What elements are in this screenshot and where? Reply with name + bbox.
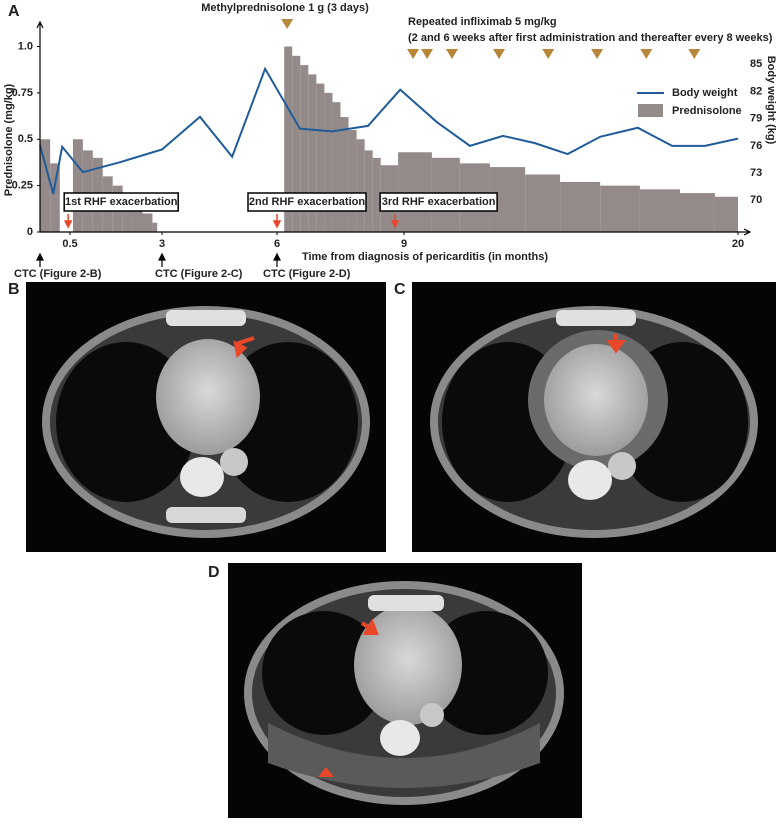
y2-axis-title: Body weight (kg) <box>765 56 777 145</box>
bar <box>300 65 309 232</box>
panel-label: D <box>208 564 220 581</box>
dose-marker <box>542 49 555 59</box>
y-tick-label: 0.25 <box>12 180 33 192</box>
ct-image <box>412 282 776 552</box>
x-tick-label: 0.5 <box>62 238 77 250</box>
bar <box>560 181 601 232</box>
bar <box>284 46 293 232</box>
bar <box>356 139 365 232</box>
bar <box>340 117 349 232</box>
panel-label: B <box>8 281 20 298</box>
legend-label: Prednisolone <box>672 105 742 117</box>
legend-swatch <box>638 104 663 117</box>
y-axis <box>36 20 44 232</box>
bar <box>82 150 93 232</box>
ct-image <box>26 282 386 552</box>
exacerbation-arrow <box>390 214 400 229</box>
annotation: Repeated infliximab 5 mg/kg <box>408 16 557 28</box>
bar <box>639 189 681 232</box>
ct-image <box>228 563 582 818</box>
bar <box>714 196 738 232</box>
y2-tick-label: 85 <box>750 58 762 70</box>
ctc-arrow <box>158 252 166 267</box>
exacerbation-arrow <box>272 214 282 229</box>
x-tick-label: 20 <box>732 238 744 250</box>
dose-marker <box>407 49 420 59</box>
dose-marker <box>493 49 506 59</box>
x-tick-label: 9 <box>401 238 407 250</box>
dose-marker <box>421 49 434 59</box>
y2-tick-label: 79 <box>750 113 762 125</box>
bar <box>398 152 432 232</box>
bar <box>364 150 373 232</box>
bar <box>152 222 158 232</box>
panel-label: C <box>394 281 406 298</box>
arrowhead <box>318 767 334 777</box>
x-axis <box>40 228 752 236</box>
plot: 0 0.25 0.5 0.75 1.0 70 73 76 79 82 85 0.5 3 6 9 20 Body … <box>12 2 773 280</box>
x-tick-label: 6 <box>274 238 280 250</box>
panel-label: A <box>8 3 20 20</box>
bar <box>292 55 301 233</box>
bar <box>348 130 357 232</box>
x-tick-label: 3 <box>159 238 165 250</box>
dose-marker <box>640 49 653 59</box>
dose-marker <box>688 49 701 59</box>
bar <box>525 174 561 232</box>
bar <box>50 163 60 232</box>
y2-tick-label: 76 <box>750 140 762 152</box>
annotation: 2nd RHF exacerbation <box>249 196 365 208</box>
dose-marker <box>281 19 294 29</box>
annotation-box <box>247 192 367 212</box>
y-axis-title: Prednisolone (mg/kg) <box>3 83 15 196</box>
bar <box>72 139 83 232</box>
bar <box>122 194 133 232</box>
y2-tick-label: 73 <box>750 167 762 179</box>
bar <box>372 157 381 232</box>
ctc-arrow <box>273 252 281 267</box>
legend-label: Body weight <box>672 87 738 99</box>
x-axis-title: Time from diagnosis of pericarditis (in … <box>302 251 548 263</box>
annotation: CTC (Figure 2-C) <box>155 268 243 280</box>
annotation-box <box>379 192 498 212</box>
bar <box>142 213 153 232</box>
annotation: CTC (Figure 2-B) <box>14 268 102 280</box>
bar <box>332 102 341 232</box>
y2-tick-label: 70 <box>750 194 762 206</box>
bar <box>680 193 715 232</box>
bar <box>316 83 325 233</box>
dose-marker <box>445 49 458 59</box>
y-tick-label: 0 <box>27 226 33 238</box>
bar <box>132 204 143 232</box>
annotation-box <box>63 192 179 212</box>
annotation: 3rd RHF exacerbation <box>382 196 496 208</box>
bar <box>600 185 640 232</box>
bar <box>308 74 317 232</box>
exacerbation-arrow <box>63 214 73 229</box>
annotation: Methylprednisolone 1 g (3 days) <box>201 2 369 14</box>
y-tick-label: 1.0 <box>18 40 33 52</box>
y-tick-label: 0.75 <box>12 87 33 99</box>
y2-tick-label: 82 <box>750 85 762 97</box>
y-tick-label: 0.5 <box>18 133 33 145</box>
annotation: (2 and 6 weeks after first administratio… <box>408 32 773 44</box>
line <box>39 66 739 195</box>
ctc-arrow <box>36 252 44 267</box>
bar <box>324 92 333 232</box>
dose-marker <box>591 49 604 59</box>
annotation: CTC (Figure 2-D) <box>263 268 351 280</box>
bar <box>40 139 51 232</box>
annotation: 1st RHF exacerbation <box>65 196 178 208</box>
